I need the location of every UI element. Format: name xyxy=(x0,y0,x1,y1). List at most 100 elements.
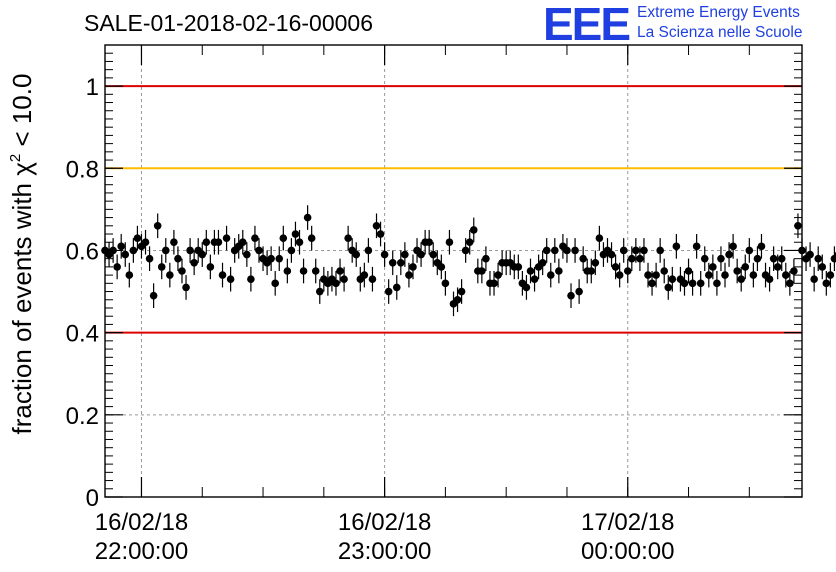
data-point xyxy=(279,225,288,251)
y-tick-label: 1 xyxy=(86,74,99,101)
data-point xyxy=(611,254,620,280)
data-marker xyxy=(555,267,563,275)
y-tick-label: 0.8 xyxy=(66,156,99,183)
data-point xyxy=(218,262,227,288)
data-point xyxy=(680,271,689,296)
data-marker xyxy=(611,263,620,271)
data-point xyxy=(826,262,835,288)
data-point xyxy=(198,242,207,267)
data-point xyxy=(607,242,616,267)
data-point xyxy=(129,238,138,263)
data-marker xyxy=(542,246,551,255)
data-marker xyxy=(741,263,750,271)
data-point xyxy=(226,266,235,292)
data-point xyxy=(465,229,474,255)
data-point xyxy=(664,275,673,300)
data-point xyxy=(133,225,142,251)
data-point xyxy=(555,258,563,284)
data-point xyxy=(757,234,766,259)
data-marker xyxy=(129,246,138,255)
data-marker xyxy=(186,246,194,255)
data-point xyxy=(563,238,571,263)
data-point xyxy=(806,242,814,267)
data-point xyxy=(595,225,604,251)
data-marker xyxy=(522,283,531,292)
data-point xyxy=(636,246,644,271)
x-tick-label-time: 23:00:00 xyxy=(338,538,431,565)
data-marker xyxy=(656,246,664,255)
data-point xyxy=(713,271,721,296)
data-point xyxy=(790,258,798,284)
data-marker xyxy=(652,271,660,279)
data-point xyxy=(401,242,409,267)
logo-text-line-1: Extreme Energy Events xyxy=(637,4,800,21)
data-marker xyxy=(222,234,231,242)
data-marker xyxy=(340,275,348,284)
data-point xyxy=(194,238,203,263)
data-marker xyxy=(546,271,555,279)
data-marker xyxy=(753,254,762,263)
data-point xyxy=(445,229,454,255)
data-point xyxy=(632,238,640,263)
data-marker xyxy=(729,242,737,251)
y-axis-label-suffix: < 10.0 xyxy=(7,74,37,154)
data-marker xyxy=(595,234,604,242)
data-marker xyxy=(368,275,377,284)
data-point xyxy=(684,258,693,284)
data-marker xyxy=(332,279,340,288)
run-title: SALE-01-2018-02-16-00006 xyxy=(84,10,373,36)
data-point xyxy=(781,262,790,288)
data-marker xyxy=(668,275,677,284)
data-point xyxy=(737,266,746,292)
data-point xyxy=(190,250,198,276)
data-marker xyxy=(482,254,490,263)
data-marker xyxy=(153,222,162,230)
data-marker xyxy=(145,254,154,263)
data-point xyxy=(336,258,344,284)
data-marker xyxy=(360,271,369,279)
data-marker xyxy=(247,275,255,284)
data-point xyxy=(453,287,462,313)
data-point xyxy=(721,262,729,288)
y-axis-label: fraction of events with χ2 < 10.0 xyxy=(7,74,37,435)
data-point xyxy=(717,246,725,271)
data-marker xyxy=(405,271,413,279)
data-point xyxy=(733,258,741,284)
data-point xyxy=(243,242,251,267)
data-marker xyxy=(149,291,158,300)
data-point xyxy=(283,258,292,284)
data-marker xyxy=(769,254,778,263)
data-point xyxy=(291,221,300,247)
data-marker xyxy=(255,246,263,255)
axes: 00.20.40.60.8116/02/1822:00:0016/02/1823… xyxy=(66,44,802,565)
data-marker xyxy=(182,283,190,292)
y-tick-label: 0 xyxy=(86,485,99,512)
data-marker xyxy=(818,263,827,271)
data-marker xyxy=(384,287,393,296)
data-point xyxy=(251,225,259,251)
data-points xyxy=(101,205,836,317)
data-marker xyxy=(441,279,450,288)
data-point xyxy=(786,271,794,296)
data-marker xyxy=(425,238,433,247)
data-point xyxy=(542,238,551,263)
data-point xyxy=(425,229,433,255)
data-point xyxy=(332,271,340,296)
data-point xyxy=(413,238,421,263)
x-tick-label-time: 22:00:00 xyxy=(95,538,188,565)
data-point xyxy=(615,262,624,288)
data-point xyxy=(567,283,575,308)
y-tick-label: 0.6 xyxy=(66,238,99,265)
data-point xyxy=(372,213,381,239)
data-marker xyxy=(117,242,126,251)
data-point xyxy=(380,242,389,267)
data-point xyxy=(360,262,369,288)
data-point xyxy=(571,238,579,263)
data-marker xyxy=(745,246,754,255)
data-marker xyxy=(344,234,352,242)
data-marker xyxy=(563,246,571,255)
data-point xyxy=(652,262,660,288)
data-marker xyxy=(648,279,656,288)
data-point xyxy=(153,213,162,239)
